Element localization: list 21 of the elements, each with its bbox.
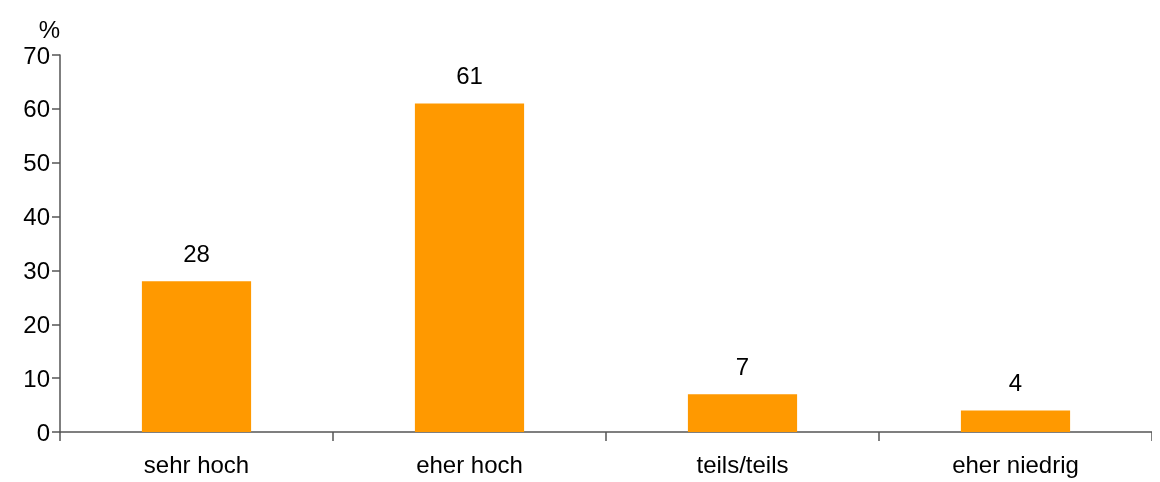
data-label: 28 <box>183 239 210 267</box>
y-tick-label: 50 <box>23 149 50 177</box>
y-axis-title: % <box>38 15 60 43</box>
x-tick-label: teils/teils <box>696 450 789 478</box>
bar <box>960 410 1071 432</box>
y-tick-label: 0 <box>36 418 50 446</box>
y-tick-label: 70 <box>23 41 50 69</box>
y-tick-label: 30 <box>23 256 50 284</box>
y-tick-label: 60 <box>23 95 50 123</box>
data-label: 61 <box>456 61 483 89</box>
bar <box>414 103 525 432</box>
data-label: 4 <box>1008 368 1023 396</box>
data-label: 7 <box>735 352 750 380</box>
x-tick-label: eher hoch <box>416 450 523 478</box>
y-tick-label: 20 <box>23 310 50 338</box>
y-tick-label: 10 <box>23 364 50 392</box>
bar <box>141 281 252 432</box>
bar <box>687 394 798 432</box>
y-tick-label: 40 <box>23 203 50 231</box>
x-tick-label: eher niedrig <box>952 450 1079 478</box>
x-tick-label: sehr hoch <box>143 450 250 478</box>
